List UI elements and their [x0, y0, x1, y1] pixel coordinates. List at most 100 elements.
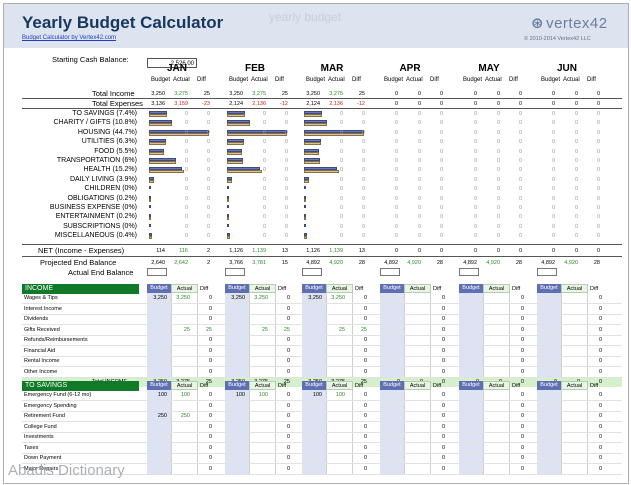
cell-value[interactable]: 250: [180, 413, 190, 419]
summary-value: 4,892: [384, 260, 398, 266]
category-value: 0: [551, 111, 555, 117]
category-value: 0: [417, 223, 421, 230]
cell-value[interactable]: 100: [312, 392, 322, 398]
summary-value: 2,136: [329, 101, 343, 107]
cell-value: 0: [520, 444, 524, 451]
budget-bar: [149, 129, 209, 133]
cell-value[interactable]: 3,250: [176, 295, 190, 301]
cell-value: 0: [363, 316, 367, 322]
starting-cash-label: Starting Cash Balance:: [52, 55, 129, 64]
budget-bar: [304, 233, 307, 237]
category-value: 0: [262, 148, 266, 155]
cell-value[interactable]: 25: [183, 326, 190, 333]
actual-column: [326, 293, 353, 388]
category-value: 0: [262, 195, 266, 202]
category-value: 0: [284, 205, 288, 211]
category-label: UTILITIES (6.3%): [81, 138, 137, 146]
budget-bar: [227, 129, 287, 133]
budget-bar: [304, 167, 337, 171]
total-value: 0: [598, 379, 602, 385]
actual-bar: [149, 142, 166, 146]
category-value: 0: [417, 176, 421, 183]
category-value: 0: [551, 148, 555, 155]
row-label: College Fund: [24, 423, 57, 430]
summary-value: 1,139: [329, 248, 343, 254]
category-value: 0: [262, 205, 266, 211]
category-value: 0: [394, 148, 398, 155]
cell-value: 0: [598, 444, 602, 451]
category-value: 0: [394, 186, 398, 193]
month-header: JUN: [556, 63, 577, 74]
col-actual-tag: Actual: [171, 381, 198, 390]
cell-value: 0: [441, 413, 445, 419]
category-value: 0: [361, 120, 365, 127]
cell-value[interactable]: 25: [338, 326, 345, 333]
category-value: 0: [518, 186, 522, 193]
cell-value[interactable]: 3,250: [331, 295, 345, 301]
category-label: DAILY LIVING (3.9%): [69, 175, 137, 183]
actual-end-input[interactable]: [302, 268, 322, 276]
actual-end-input[interactable]: [459, 268, 479, 276]
actual-bar: [304, 161, 321, 164]
row-divider: [22, 355, 622, 357]
cell-value[interactable]: 100: [335, 392, 345, 398]
starting-cash-input[interactable]: 2,526.00: [147, 58, 197, 68]
actual-end-input[interactable]: [380, 268, 400, 276]
col-diff-tag: Diff: [590, 286, 599, 292]
cell-value[interactable]: 100: [180, 392, 190, 398]
cell-value[interactable]: 250: [157, 413, 167, 419]
summary-value: 4,920: [407, 260, 421, 266]
summary-value: 1,139: [252, 248, 266, 254]
summary-value: 3,275: [252, 91, 266, 97]
cell-value: 0: [208, 465, 212, 472]
budget-bar: [227, 186, 229, 190]
category-value: 0: [551, 223, 555, 230]
cell-value[interactable]: 100: [157, 392, 167, 398]
category-value: 0: [339, 129, 343, 136]
actual-bar: [304, 123, 327, 127]
col-diff-tag: Diff: [512, 286, 521, 292]
col-diff: Diff: [430, 77, 439, 83]
actual-end-input[interactable]: [225, 268, 245, 276]
category-value: 0: [496, 148, 500, 155]
cell-value[interactable]: 25: [261, 326, 268, 333]
cell-value[interactable]: 3,250: [153, 295, 167, 301]
summary-value: 28: [593, 260, 600, 266]
category-value: 0: [184, 233, 188, 240]
budget-bar: [149, 233, 152, 237]
summary-value: 2,124: [229, 101, 243, 107]
actual-end-input[interactable]: [537, 268, 557, 276]
divider: [22, 98, 622, 99]
summary-value: 0: [551, 248, 555, 254]
summary-value: 4,920: [486, 260, 500, 266]
cell-value: 0: [598, 295, 602, 301]
summary-value: 0: [473, 248, 477, 254]
cell-value[interactable]: 3,250: [308, 295, 322, 301]
category-value: 0: [262, 120, 266, 127]
budget-bar: [304, 148, 319, 152]
cell-value[interactable]: 3,250: [231, 295, 245, 301]
budget-bar: [227, 120, 250, 124]
summary-value: 3,159: [174, 101, 188, 107]
category-value: 0: [361, 158, 365, 164]
category-value: 0: [473, 195, 477, 202]
category-value: 0: [339, 120, 343, 127]
category-value: 0: [439, 111, 443, 117]
category-value: 0: [496, 233, 500, 240]
cell-value[interactable]: 3,250: [254, 295, 268, 301]
cell-value[interactable]: 100: [258, 392, 268, 398]
cell-value: 0: [208, 358, 212, 364]
col-budget-tag: Budget: [537, 381, 561, 390]
cell-value: 0: [441, 358, 445, 364]
vertex-link[interactable]: Budget Calculator by Vertex42.com: [22, 35, 117, 41]
category-value: 0: [417, 111, 421, 117]
row-divider: [22, 366, 622, 367]
cell-value[interactable]: 100: [235, 392, 245, 398]
category-value: 0: [339, 195, 343, 202]
category-value: 0: [284, 186, 288, 193]
category-value: 0: [184, 195, 188, 202]
copyright: © 2010-2014 Vertex42 LLC: [524, 36, 591, 42]
category-value: 0: [496, 176, 500, 183]
cell-value: 0: [286, 295, 290, 301]
actual-end-input[interactable]: [147, 268, 167, 276]
